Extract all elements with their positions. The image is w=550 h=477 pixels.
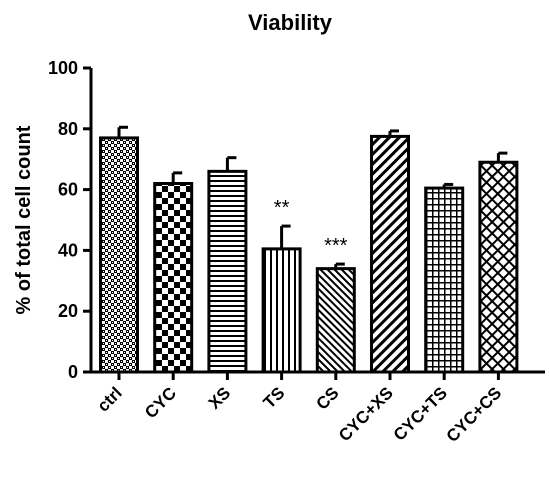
x-tick-label: XS (205, 383, 234, 412)
bar-cyc (153, 182, 194, 374)
x-tick-label: CS (312, 383, 342, 413)
x-tick-label: CYC+CS (443, 383, 506, 446)
y-tick-label: 100 (48, 58, 78, 78)
bar-ctrl (99, 136, 139, 374)
bar-xs (207, 169, 248, 374)
x-tick-label: TS (260, 383, 289, 412)
bar-cs (315, 267, 356, 374)
bar-ts (261, 247, 302, 374)
y-axis-label: % of total cell count (13, 125, 35, 314)
y-tick-label: 80 (58, 119, 78, 139)
chart-title: Viability (248, 10, 333, 35)
y-tick-label: 0 (68, 362, 78, 382)
x-tick-label: CYC+XS (335, 383, 397, 445)
bar-cyc-ts (424, 186, 465, 374)
y-tick-label: 20 (58, 301, 78, 321)
x-tick-label: CYC (141, 383, 180, 422)
y-axis: 0 20 40 60 80 100 (48, 58, 93, 382)
x-tick-label: CYC+TS (390, 383, 451, 444)
bar-cyc-cs (478, 160, 519, 374)
significance-label: ** (274, 197, 290, 219)
y-tick-label: 40 (58, 240, 78, 260)
bars: ***** (99, 125, 519, 374)
significance-label: *** (324, 235, 348, 257)
bar-cyc-xs (370, 134, 410, 374)
y-tick-label: 60 (58, 180, 78, 200)
x-tick-label: ctrl (94, 383, 126, 415)
